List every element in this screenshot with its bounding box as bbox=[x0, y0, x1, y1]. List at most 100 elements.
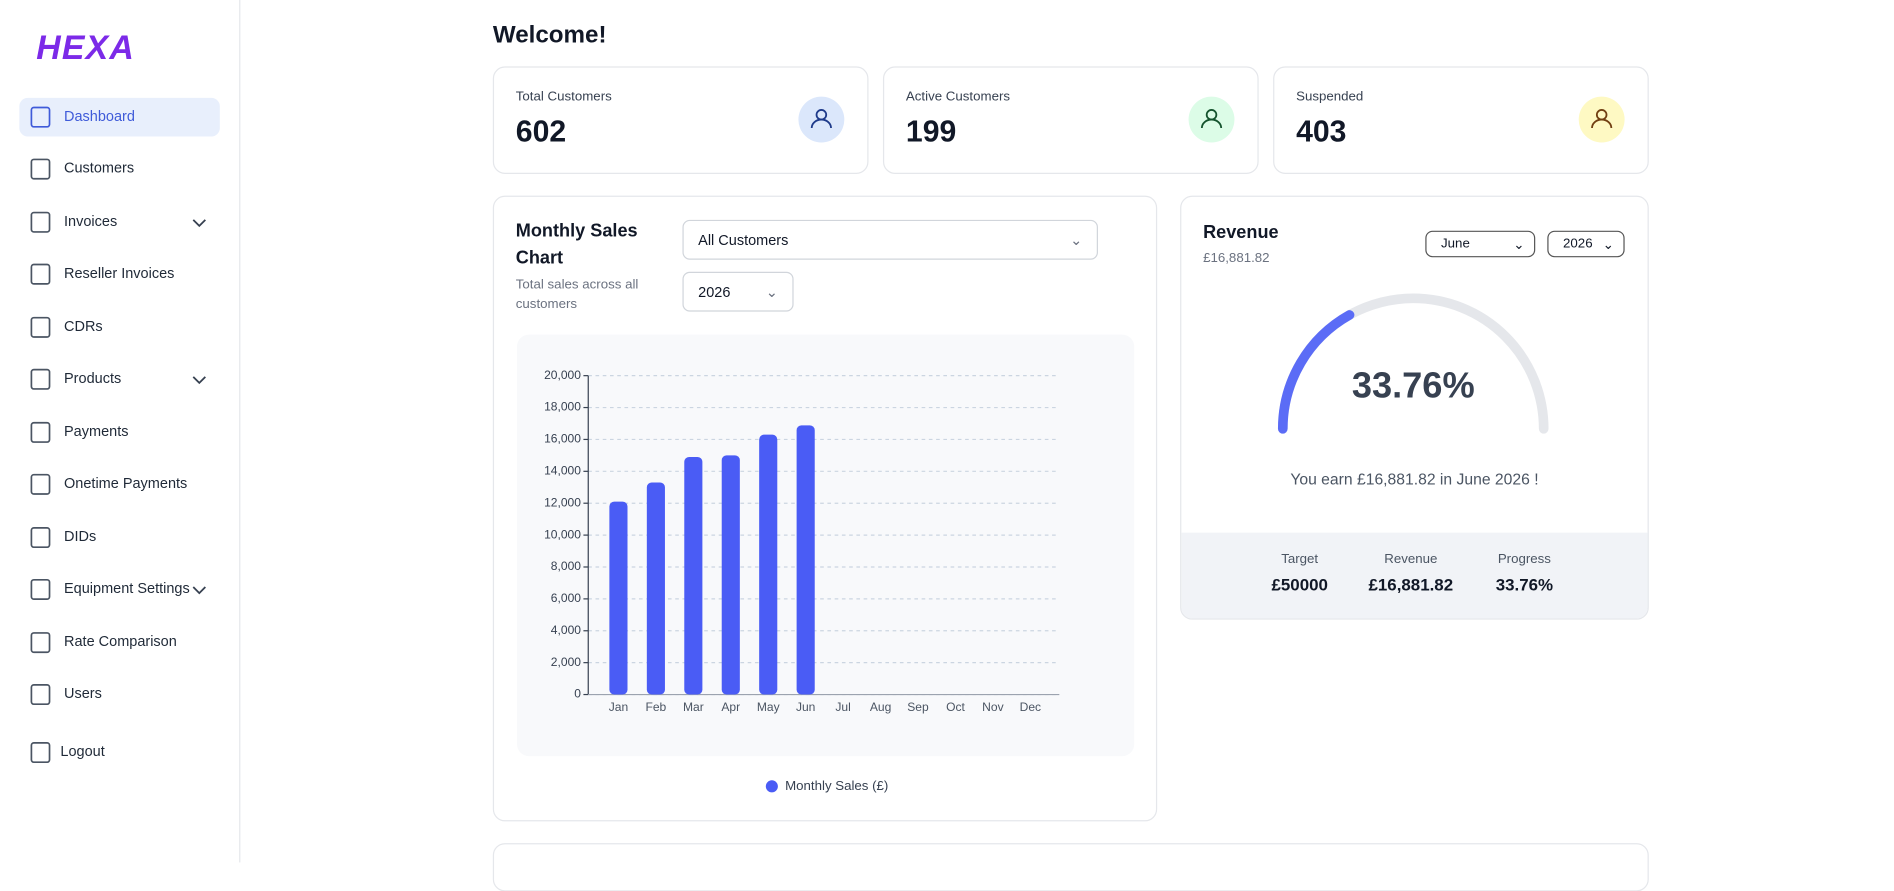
customer-select[interactable]: All Customers ⌄ bbox=[682, 219, 1098, 260]
footer-value: 33.76% bbox=[1496, 575, 1553, 594]
nav-icon bbox=[30, 473, 51, 495]
y-tick-label: 16,000 bbox=[544, 432, 581, 446]
stat-label: Total Customers bbox=[515, 89, 612, 104]
select-value: 2026 bbox=[1563, 236, 1593, 252]
nav-icon bbox=[30, 421, 51, 443]
stat-icon bbox=[1200, 118, 1223, 129]
nav-label: Products bbox=[64, 369, 122, 387]
x-tick-label: Nov bbox=[982, 700, 1003, 714]
nav-label: Equipment Settings bbox=[64, 579, 190, 597]
x-tick-label: Jan bbox=[609, 700, 628, 714]
x-tick-label: Mar bbox=[683, 700, 704, 714]
page: {"logo":"HEXA", "nav":["Dashboard","Cust… bbox=[0, 0, 1649, 891]
app: HEXA Welcome! Monthly Sales Chart Total … bbox=[0, 0, 1649, 891]
x-tick-label: Feb bbox=[645, 700, 666, 714]
nav-icon bbox=[30, 742, 51, 764]
y-tick-label: 10,000 bbox=[544, 527, 581, 541]
nav-label: CDRs bbox=[64, 317, 103, 335]
select-value: 2026 bbox=[698, 283, 731, 301]
nav-label: Customers bbox=[64, 159, 135, 177]
nav-icon bbox=[30, 684, 51, 706]
stat-card bbox=[492, 66, 869, 174]
nav-label: Rate Comparison bbox=[64, 632, 177, 650]
y-tick-label: 12,000 bbox=[544, 495, 581, 509]
stat-value: 602 bbox=[515, 114, 567, 149]
nav-icon bbox=[30, 106, 51, 128]
revenue-title: Revenue bbox=[1203, 222, 1279, 243]
bar bbox=[609, 501, 628, 695]
revenue-message: You earn £16,881.82 in June 2026 ! bbox=[1290, 469, 1539, 488]
x-tick-label: Dec bbox=[1020, 700, 1041, 714]
gauge-label: 33.76% bbox=[1352, 364, 1475, 405]
nav-icon bbox=[30, 158, 51, 180]
select-value: June bbox=[1441, 236, 1470, 252]
footer-value: £50000 bbox=[1271, 575, 1327, 594]
x-tick-label: Jul bbox=[835, 700, 850, 714]
year-select[interactable]: 2026 ⌄ bbox=[1547, 230, 1625, 258]
nav-label: DIDs bbox=[64, 527, 97, 545]
bar bbox=[759, 434, 778, 695]
nav-label: Dashboard bbox=[64, 107, 135, 125]
year-select[interactable]: 2026 ⌄ bbox=[682, 271, 794, 312]
footer-label: Revenue bbox=[1384, 551, 1437, 566]
stat-card bbox=[882, 66, 1259, 174]
x-tick-label: Oct bbox=[946, 700, 965, 714]
select-value: All Customers bbox=[698, 231, 789, 249]
chart-title: Monthly Sales Chart bbox=[515, 221, 638, 269]
logo[interactable]: HEXA bbox=[36, 28, 136, 67]
revenue-footer bbox=[1181, 532, 1648, 619]
nav-icon bbox=[30, 368, 51, 390]
chevron bbox=[192, 219, 206, 228]
nav-label: Invoices bbox=[64, 212, 118, 230]
stat-value: 403 bbox=[1296, 114, 1347, 149]
bar bbox=[721, 455, 740, 695]
y-tick-label: 4,000 bbox=[551, 623, 581, 637]
stat-icon bbox=[1591, 118, 1613, 129]
graphics: 0 2,000 4,000 6,000 8,000 10,000 12,000 14,000 1… bbox=[30, 96, 1625, 793]
y-tick-label: 20,000 bbox=[544, 368, 581, 382]
bar bbox=[796, 425, 815, 695]
y-tick-label: 14,000 bbox=[544, 464, 581, 478]
x-tick-label: Sep bbox=[907, 700, 929, 714]
chevron bbox=[192, 376, 206, 385]
chevron bbox=[192, 586, 206, 595]
nav-icon bbox=[30, 316, 51, 338]
bar bbox=[684, 456, 703, 695]
y-tick-label: 8,000 bbox=[551, 559, 581, 573]
nav-label: Users bbox=[64, 684, 102, 702]
stat-icon bbox=[810, 118, 832, 129]
y-tick-label: 6,000 bbox=[551, 591, 581, 605]
x-tick-label: May bbox=[757, 700, 780, 714]
stat-value: 199 bbox=[905, 114, 957, 149]
footer-value: £16,881.82 bbox=[1369, 575, 1454, 594]
nav-label: Reseller Invoices bbox=[64, 264, 175, 282]
stat-label: Active Customers bbox=[905, 89, 1011, 104]
x-tick-label: Apr bbox=[721, 700, 740, 714]
nav-label: Logout bbox=[60, 742, 105, 760]
y-tick-label: 18,000 bbox=[544, 400, 581, 414]
gauge-arc bbox=[1277, 310, 1355, 434]
footer-label: Progress bbox=[1498, 551, 1551, 566]
sidebar bbox=[0, 0, 241, 863]
x-tick-label: Aug bbox=[870, 700, 891, 714]
nav-icon bbox=[30, 578, 51, 600]
nav-active-bg bbox=[19, 97, 220, 137]
chart-subtitle: Total sales across all customers bbox=[515, 277, 639, 312]
revenue-card bbox=[1180, 195, 1649, 620]
x-tick-label: Jun bbox=[796, 700, 815, 714]
month-select[interactable]: June ⌄ bbox=[1425, 230, 1536, 258]
nav-icon bbox=[30, 263, 51, 285]
bar bbox=[646, 482, 665, 695]
legend-label: Monthly Sales (£) bbox=[785, 778, 888, 793]
nav-icon bbox=[30, 211, 51, 233]
footer-label: Target bbox=[1281, 551, 1318, 566]
y-tick-label: 2,000 bbox=[551, 655, 581, 669]
nav-label: Payments bbox=[64, 422, 129, 440]
stat-card bbox=[1273, 66, 1649, 174]
stat-label: Suspended bbox=[1296, 89, 1364, 104]
revenue-amount: £16,881.82 bbox=[1203, 251, 1270, 266]
page-title: Welcome! bbox=[492, 21, 607, 49]
nav-icon bbox=[30, 527, 51, 549]
legend-marker bbox=[765, 780, 778, 793]
y-tick-label: 0 bbox=[574, 687, 581, 701]
